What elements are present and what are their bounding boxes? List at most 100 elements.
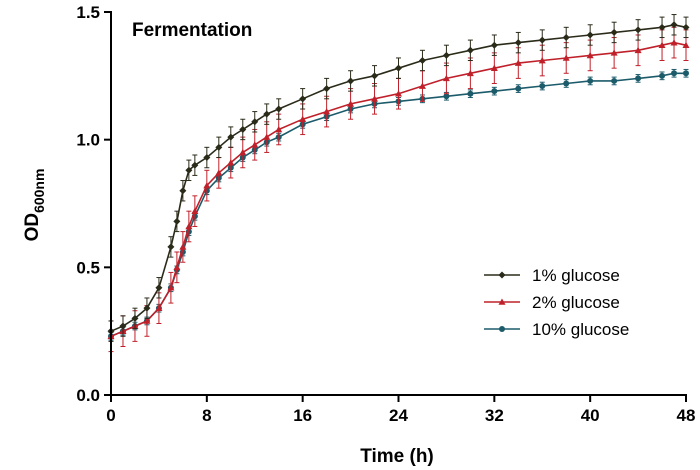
x-axis-ticks: 0 8 16 24 32 40 48 [106,395,695,425]
data-point [185,166,193,174]
data-point [143,304,151,312]
data-point [263,110,271,118]
y-axis-ticks: 0.0 0.5 1.0 1.5 [76,3,111,405]
data-point [659,72,666,79]
data-point [299,115,307,123]
chart-title: Fermentation [132,20,252,41]
data-point [371,95,379,102]
data-point [227,159,235,166]
data-point [395,64,402,72]
legend: 1% glucose 2% glucose 10% glucose [484,266,629,339]
data-point [155,304,163,311]
data-point [239,148,247,156]
data-point [167,284,175,291]
data-point [215,169,223,176]
data-point [683,70,689,77]
data-point [191,207,199,214]
data-point [491,88,498,95]
y-tick-label: 1.0 [76,131,100,150]
data-point [586,51,594,59]
data-point [263,133,271,140]
data-point [610,28,618,36]
data-point [635,75,642,82]
x-axis-title: Time (h) [360,446,434,467]
data-point [515,85,522,92]
data-point [275,125,283,133]
data-point [563,80,570,87]
data-point [179,243,187,250]
data-point [671,70,678,77]
y-axis-title: OD600nm [22,169,47,242]
data-point [539,83,546,90]
data-point [347,77,355,85]
data-point [682,41,690,48]
data-point [173,217,181,225]
data-point [239,125,247,133]
x-tick-label: 48 [677,406,696,425]
data-point [323,108,331,115]
data-point [538,57,546,64]
axes: 0 8 16 24 32 40 48 0.0 0.5 1.0 1.5 [76,3,695,425]
data-point [514,39,522,47]
data-point [185,222,193,230]
data-point [562,34,570,42]
data-point [143,317,151,324]
data-point [562,54,570,61]
data-point [251,141,259,148]
data-point [670,21,678,29]
data-point [670,39,678,46]
data-point [167,243,175,251]
legend-label: 1% glucose [532,266,620,285]
data-point [203,154,211,162]
data-point [371,72,379,80]
x-tick-label: 40 [581,406,600,425]
data-point [347,100,355,107]
data-point [442,51,450,59]
data-point [155,284,163,292]
legend-item-10pct-glucose: 10% glucose [484,320,629,339]
data-point [466,69,474,77]
data-point [191,161,199,169]
data-point [634,46,642,54]
data-point [443,93,450,100]
data-point [131,314,139,322]
legend-item-1pct-glucose: 1% glucose [484,266,620,285]
plot-area [107,14,690,353]
data-point [418,82,426,89]
legend-swatch-marker [498,271,506,279]
data-point [586,31,594,39]
y-axis-title-main: OD [22,213,43,242]
data-point [179,187,187,195]
data-point [227,133,235,141]
data-point [215,143,223,151]
y-axis-title-subscript: 600nm [31,169,47,213]
data-point [275,105,283,113]
data-point [538,36,546,44]
data-point [323,85,331,93]
data-point [119,322,127,330]
data-point [658,23,666,31]
legend-label: 2% glucose [532,293,620,312]
data-point [682,23,690,31]
data-point [467,90,474,97]
data-point [203,182,211,189]
legend-swatch-marker [498,298,506,305]
y-tick-label: 0.5 [76,258,100,277]
data-point [634,26,642,34]
data-point [173,263,181,271]
x-tick-label: 24 [389,406,408,425]
data-point [442,74,450,82]
legend-swatch-marker [499,326,505,332]
y-tick-label: 0.0 [76,386,100,405]
legend-item-2pct-glucose: 2% glucose [484,293,620,312]
data-point [490,41,498,49]
x-tick-label: 8 [202,406,211,425]
y-tick-label: 1.5 [76,3,100,22]
data-point [466,46,474,54]
data-point [611,77,618,84]
x-tick-label: 0 [106,406,115,425]
data-point [658,41,666,48]
x-tick-label: 32 [485,406,504,425]
data-point [251,118,259,126]
